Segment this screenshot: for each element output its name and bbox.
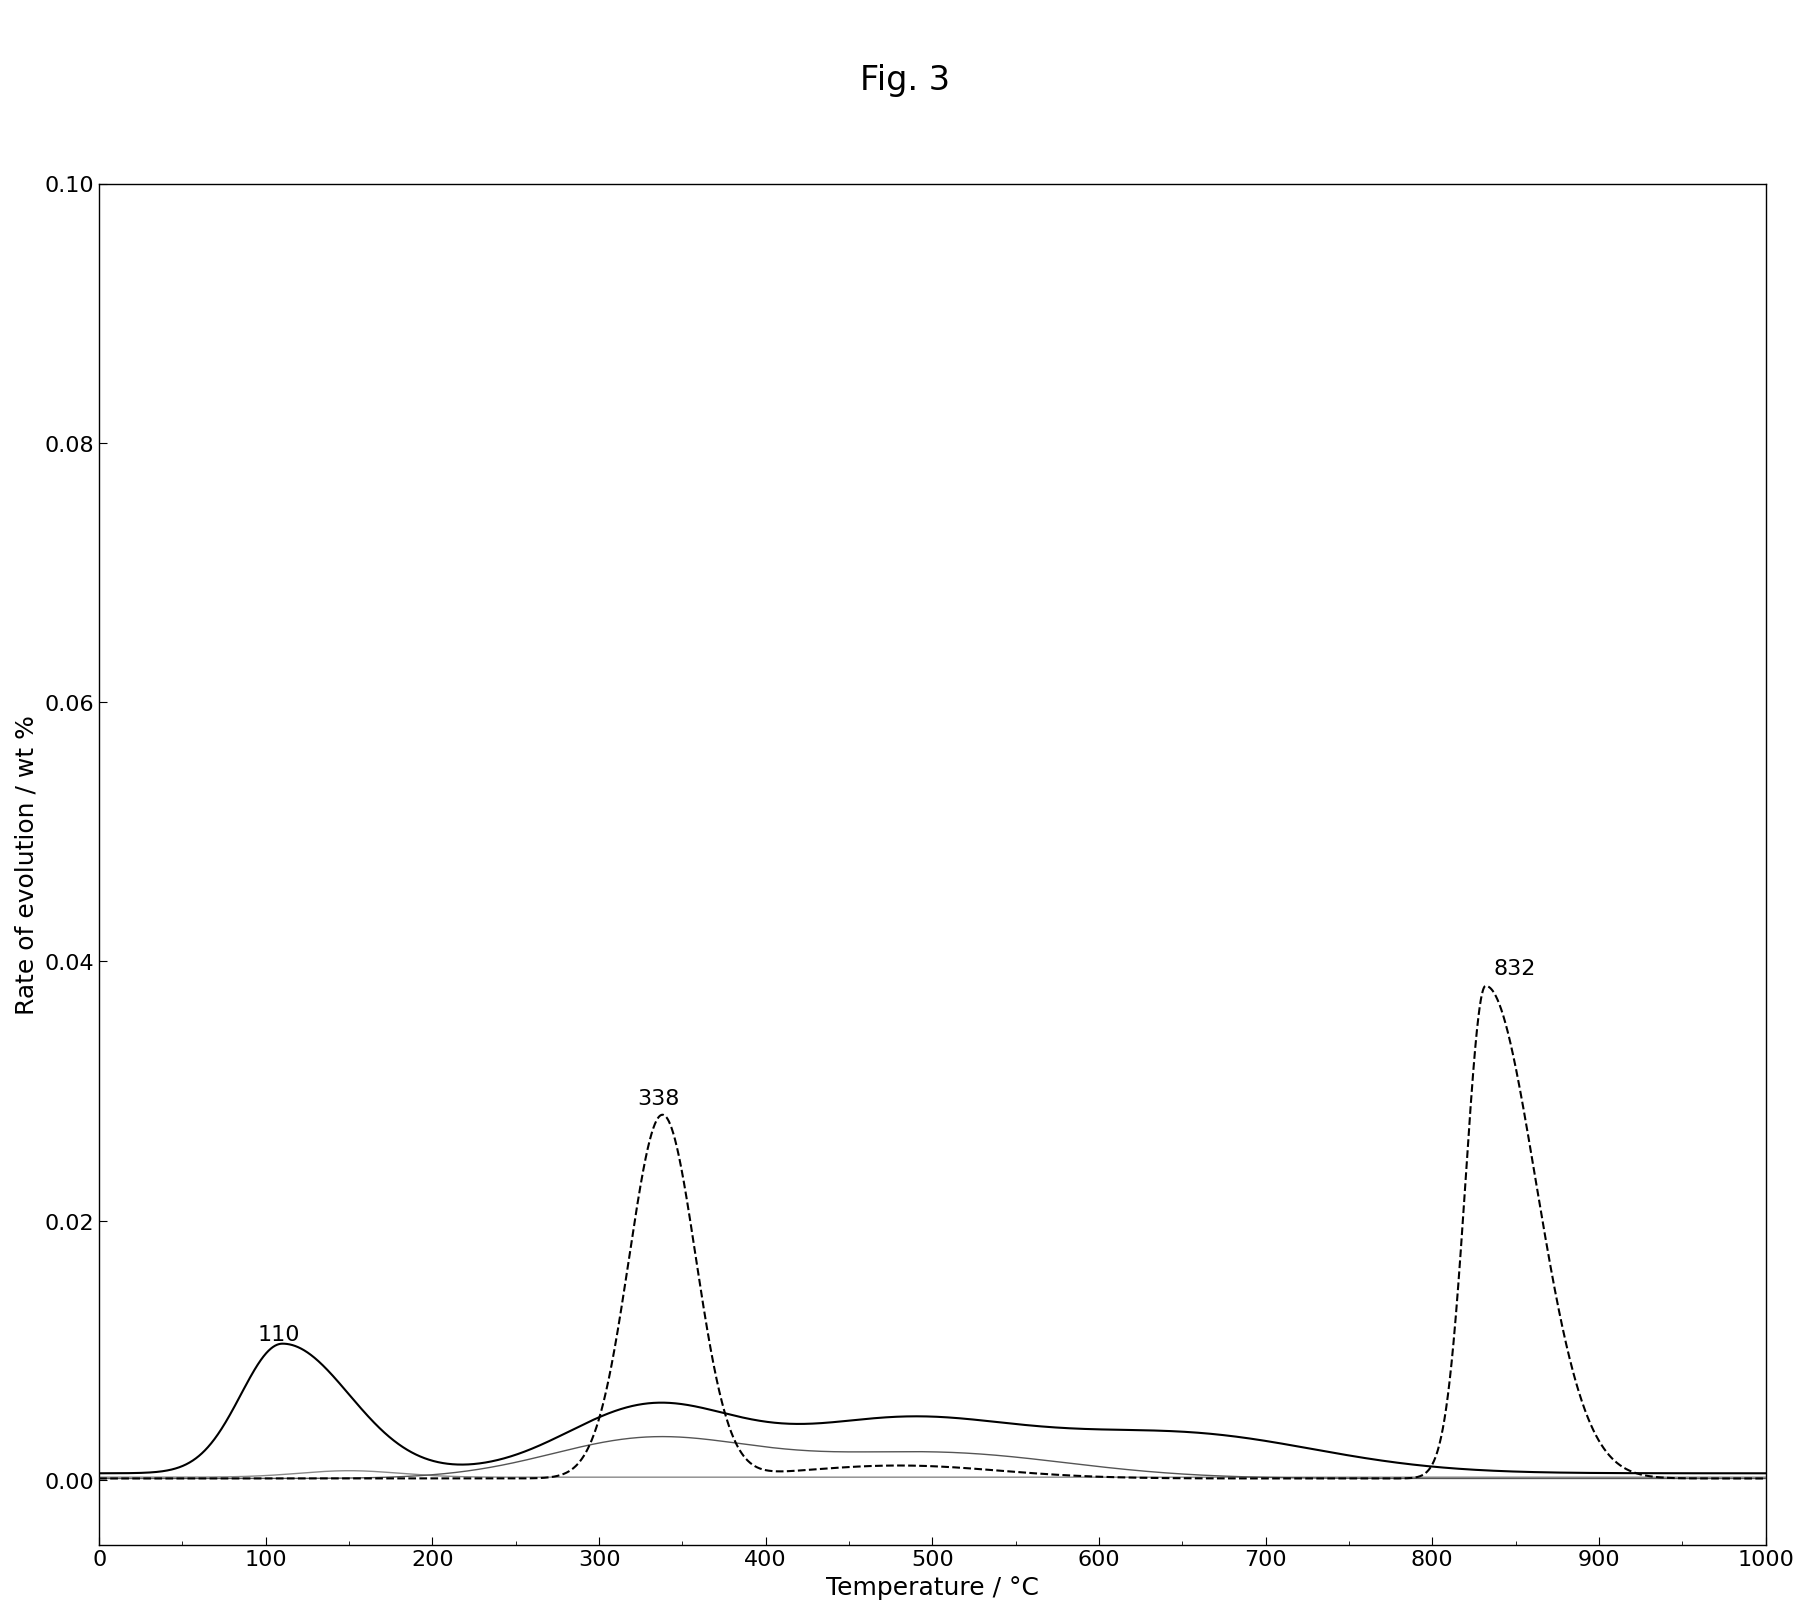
X-axis label: Temperature / °C: Temperature / °C [827,1575,1038,1599]
Text: 832: 832 [1494,959,1536,978]
Text: Fig. 3: Fig. 3 [859,65,950,97]
Y-axis label: Rate of evolution / wt %: Rate of evolution / wt % [14,715,40,1014]
Text: 110: 110 [257,1323,300,1344]
Text: 338: 338 [637,1088,680,1109]
